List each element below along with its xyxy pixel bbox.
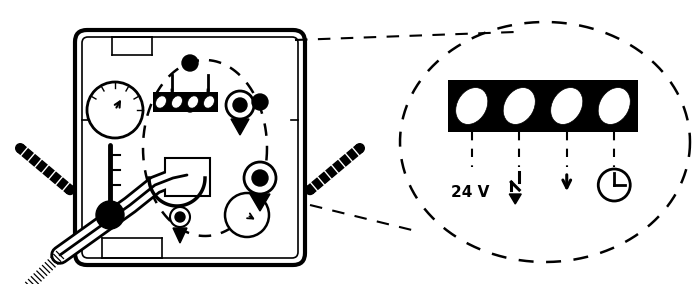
Circle shape — [226, 91, 254, 119]
Circle shape — [182, 55, 198, 71]
Polygon shape — [307, 145, 363, 193]
Circle shape — [66, 185, 74, 195]
Text: 24 V: 24 V — [451, 185, 489, 200]
Circle shape — [305, 185, 314, 195]
Circle shape — [244, 162, 276, 194]
Bar — [153, 92, 218, 112]
Polygon shape — [18, 145, 73, 193]
Circle shape — [15, 144, 24, 153]
Polygon shape — [173, 228, 187, 243]
Circle shape — [185, 102, 195, 112]
Circle shape — [598, 169, 630, 201]
Ellipse shape — [456, 87, 488, 124]
Ellipse shape — [188, 96, 198, 108]
Ellipse shape — [155, 96, 167, 108]
Circle shape — [356, 144, 364, 153]
Circle shape — [87, 82, 143, 138]
Circle shape — [175, 212, 185, 222]
Polygon shape — [510, 194, 522, 204]
Ellipse shape — [204, 96, 214, 108]
Circle shape — [233, 98, 247, 112]
Circle shape — [252, 94, 268, 110]
Ellipse shape — [172, 96, 183, 108]
Bar — [448, 80, 638, 132]
Bar — [165, 158, 210, 196]
Ellipse shape — [598, 87, 630, 124]
Circle shape — [252, 170, 268, 186]
Circle shape — [96, 201, 124, 229]
Ellipse shape — [503, 87, 536, 124]
Ellipse shape — [551, 87, 583, 124]
Polygon shape — [250, 194, 270, 211]
FancyBboxPatch shape — [75, 30, 305, 265]
Circle shape — [225, 193, 269, 237]
Polygon shape — [231, 119, 249, 135]
Circle shape — [170, 207, 190, 227]
